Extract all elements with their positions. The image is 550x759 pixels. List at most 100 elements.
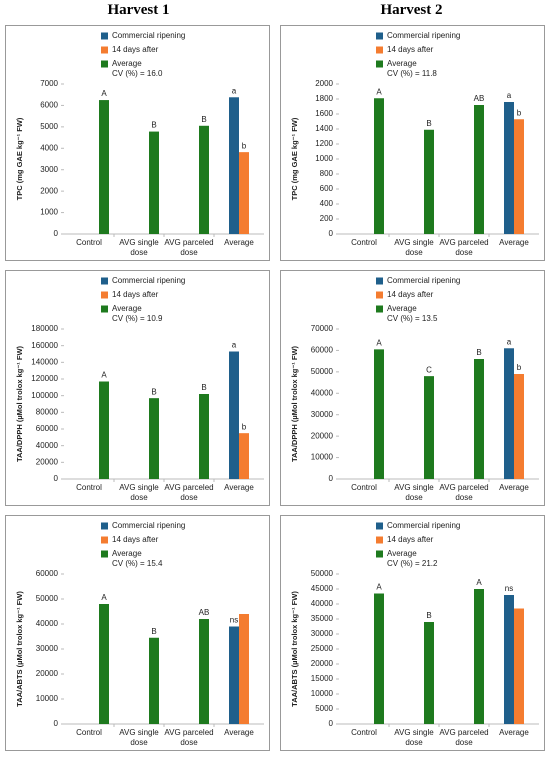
x-tick-label-box: Average	[224, 483, 254, 492]
bar	[199, 125, 209, 234]
x-tick-label: Control	[351, 238, 377, 247]
bar-annotation: A	[376, 583, 382, 592]
cv-annotation: CV (%) = 11.8	[387, 69, 437, 78]
x-tick-label: AVG parceled dose	[164, 238, 214, 257]
bar	[514, 119, 524, 234]
x-tick-label: AVG single dose	[119, 728, 159, 747]
x-tick-label: Average	[499, 728, 529, 737]
legend-swatch	[376, 32, 383, 40]
bar-annotation: b	[242, 422, 247, 431]
bar-annotation: B	[201, 115, 206, 124]
legend-label: Average	[112, 549, 142, 558]
y-tick-label: 30000	[311, 410, 334, 419]
bar	[199, 619, 209, 724]
bar	[374, 98, 384, 234]
y-tick-label: 50000	[36, 594, 59, 603]
bar-annotation: B	[201, 383, 206, 392]
x-tick-label-box: Control	[351, 238, 377, 247]
y-tick-label: 4000	[40, 143, 58, 152]
y-tick-label: 60000	[311, 346, 334, 355]
bar	[229, 626, 239, 724]
bar	[239, 614, 249, 724]
legend-label: 14 days after	[112, 290, 159, 299]
y-tick-label: 20000	[311, 431, 334, 440]
bar-annotation: A	[101, 593, 107, 602]
x-tick-label-box: Control	[76, 238, 102, 247]
bar	[424, 376, 434, 479]
legend-swatch	[376, 550, 383, 558]
x-tick-label: AVG parceled dose	[164, 728, 214, 747]
legend-swatch	[101, 291, 108, 299]
y-tick-label: 35000	[311, 614, 334, 623]
bar-annotation: A	[376, 338, 382, 347]
bar	[149, 398, 159, 479]
legend-swatch	[376, 277, 383, 285]
x-tick-label: Control	[76, 238, 102, 247]
bar	[239, 152, 249, 234]
bar	[474, 589, 484, 724]
bar-annotation: a	[232, 341, 237, 350]
x-tick-label-box: AVG single dose	[119, 483, 158, 502]
legend-swatch	[101, 305, 108, 313]
y-axis-label: TAA/DPPH (µMol trolox kg⁻¹ FW)	[290, 345, 299, 462]
y-tick-label: 3000	[40, 165, 58, 174]
legend-label: Commercial ripening	[112, 521, 185, 530]
y-tick-label: 2000	[40, 186, 58, 195]
x-tick-label-box: Control	[76, 728, 102, 737]
bar	[374, 593, 384, 724]
cv-annotation: CV (%) = 10.9	[112, 314, 163, 323]
y-tick-label: 30000	[36, 644, 59, 653]
y-tick-label: 7000	[40, 79, 58, 88]
x-tick-label: Control	[351, 728, 377, 737]
y-tick-label: 40000	[36, 441, 59, 450]
x-tick-label: AVG single dose	[394, 728, 434, 747]
column-header: Harvest 1	[107, 2, 170, 18]
bar-annotation: a	[232, 86, 237, 95]
bar-annotation: A	[101, 89, 107, 98]
y-tick-label: 1200	[315, 139, 333, 148]
x-tick-label-box: AVG parceled dose	[439, 728, 488, 747]
y-axis-label: TAA/ABTS (µMol trolox kg⁻¹ FW)	[290, 591, 299, 707]
x-tick-label: AVG parceled dose	[164, 483, 214, 502]
legend-label: Commercial ripening	[387, 31, 460, 40]
x-tick-label: Average	[224, 728, 254, 737]
y-tick-label: 6000	[40, 101, 58, 110]
bar-annotation: B	[151, 121, 156, 130]
y-tick-label: 0	[329, 719, 334, 728]
legend-swatch	[376, 305, 383, 313]
y-axis-label: TAA/ABTS (µMol trolox kg⁻¹ FW)	[15, 591, 24, 707]
y-tick-label: 0	[54, 229, 59, 238]
y-tick-label: 0	[54, 474, 59, 483]
y-tick-label: 160000	[31, 341, 58, 350]
bar-annotation: B	[426, 119, 431, 128]
x-tick-label: Control	[76, 483, 102, 492]
bar	[229, 97, 239, 235]
x-tick-label: AVG single dose	[394, 238, 434, 257]
bar-annotation: a	[507, 91, 512, 100]
x-tick-label-box: AVG parceled dose	[164, 238, 214, 257]
bar-annotation: B	[476, 348, 481, 357]
bar-annotation: A	[476, 578, 482, 587]
legend-label: Average	[387, 549, 417, 558]
x-tick-label-box: AVG single dose	[119, 728, 159, 747]
x-tick-label-box: Average	[499, 483, 529, 492]
y-tick-label: 1400	[315, 124, 333, 133]
cv-annotation: CV (%) = 16.0	[112, 69, 163, 78]
x-tick-label: AVG parceled dose	[439, 483, 489, 502]
legend-label: Average	[387, 59, 417, 68]
x-tick-label: AVG single dose	[119, 238, 159, 257]
column-header: Harvest 2	[380, 2, 443, 18]
bar-annotation: b	[517, 363, 522, 372]
chart-panel: Commercial ripening 14 days after Average C…	[280, 25, 545, 261]
legend-label: 14 days after	[112, 45, 159, 54]
bar	[514, 608, 524, 724]
x-tick-label: AVG single dose	[394, 483, 434, 502]
legend-label: Average	[112, 304, 142, 313]
y-tick-label: 15000	[311, 674, 334, 683]
y-tick-label: 5000	[40, 122, 58, 131]
bar	[149, 637, 159, 724]
